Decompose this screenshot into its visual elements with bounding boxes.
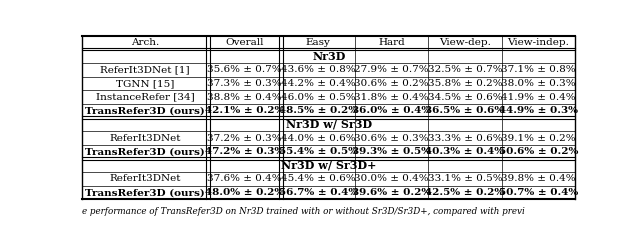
Text: 37.1% ± 0.8%: 37.1% ± 0.8% [501, 65, 575, 74]
Text: Hard: Hard [378, 38, 405, 47]
Text: View-indep.: View-indep. [508, 38, 569, 47]
Text: 46.0% ± 0.5%: 46.0% ± 0.5% [281, 93, 355, 102]
Text: 35.8% ± 0.2%: 35.8% ± 0.2% [428, 79, 502, 88]
Text: TransRefer3D (ours): TransRefer3D (ours) [85, 188, 205, 197]
Text: 33.1% ± 0.5%: 33.1% ± 0.5% [428, 174, 502, 183]
Text: 48.0% ± 0.2%: 48.0% ± 0.2% [205, 188, 284, 197]
Text: 27.9% ± 0.7%: 27.9% ± 0.7% [354, 65, 429, 74]
Text: 39.8% ± 0.4%: 39.8% ± 0.4% [501, 174, 575, 183]
Text: 32.5% ± 0.7%: 32.5% ± 0.7% [428, 65, 502, 74]
Text: 30.6% ± 0.2%: 30.6% ± 0.2% [354, 79, 429, 88]
Text: Nr3D w/ Sr3D+: Nr3D w/ Sr3D+ [281, 160, 376, 171]
Text: TransRefer3D (ours): TransRefer3D (ours) [85, 106, 205, 115]
Text: 37.3% ± 0.3%: 37.3% ± 0.3% [207, 79, 282, 88]
Text: View-dep.: View-dep. [439, 38, 491, 47]
Text: 40.3% ± 0.4%: 40.3% ± 0.4% [426, 147, 504, 156]
Text: 36.5% ± 0.6%: 36.5% ± 0.6% [426, 106, 504, 115]
Text: InstanceRefer [34]: InstanceRefer [34] [96, 93, 195, 102]
Text: 50.6% ± 0.2%: 50.6% ± 0.2% [499, 147, 578, 156]
Text: 39.6% ± 0.2%: 39.6% ± 0.2% [352, 188, 431, 197]
Text: 37.2% ± 0.3%: 37.2% ± 0.3% [207, 134, 282, 143]
Text: 39.1% ± 0.2%: 39.1% ± 0.2% [501, 134, 575, 143]
Text: Overall: Overall [225, 38, 264, 47]
Text: 44.0% ± 0.6%: 44.0% ± 0.6% [281, 134, 355, 143]
Text: 56.7% ± 0.4%: 56.7% ± 0.4% [278, 188, 358, 197]
Text: 48.5% ± 0.2%: 48.5% ± 0.2% [278, 106, 358, 115]
Text: 30.0% ± 0.4%: 30.0% ± 0.4% [354, 174, 429, 183]
Text: ReferIt3DNet [1]: ReferIt3DNet [1] [100, 65, 190, 74]
Text: 33.3% ± 0.6%: 33.3% ± 0.6% [428, 134, 502, 143]
Text: 36.0% ± 0.4%: 36.0% ± 0.4% [352, 106, 431, 115]
Text: 45.4% ± 0.6%: 45.4% ± 0.6% [281, 174, 355, 183]
Text: 39.3% ± 0.5%: 39.3% ± 0.5% [352, 147, 431, 156]
Text: TGNN [15]: TGNN [15] [116, 79, 175, 88]
Text: 42.1% ± 0.2%: 42.1% ± 0.2% [205, 106, 284, 115]
Text: 35.6% ± 0.7%: 35.6% ± 0.7% [207, 65, 282, 74]
Text: 38.0% ± 0.3%: 38.0% ± 0.3% [501, 79, 575, 88]
Text: Nr3D w/ Sr3D: Nr3D w/ Sr3D [285, 119, 372, 130]
Text: 31.8% ± 0.4%: 31.8% ± 0.4% [354, 93, 429, 102]
Text: 34.5% ± 0.6%: 34.5% ± 0.6% [428, 93, 502, 102]
Text: 42.5% ± 0.2%: 42.5% ± 0.2% [426, 188, 504, 197]
Text: 38.8% ± 0.4%: 38.8% ± 0.4% [207, 93, 282, 102]
Text: 44.9% ± 0.3%: 44.9% ± 0.3% [499, 106, 578, 115]
Text: 41.9% ± 0.4%: 41.9% ± 0.4% [501, 93, 575, 102]
Text: 30.6% ± 0.3%: 30.6% ± 0.3% [354, 134, 429, 143]
Text: Arch.: Arch. [131, 38, 159, 47]
Text: Nr3D: Nr3D [312, 51, 346, 62]
Text: 55.4% ± 0.5%: 55.4% ± 0.5% [278, 147, 358, 156]
Text: ReferIt3DNet: ReferIt3DNet [109, 174, 181, 183]
Text: TransRefer3D (ours): TransRefer3D (ours) [85, 147, 205, 156]
Text: 47.2% ± 0.3%: 47.2% ± 0.3% [205, 147, 284, 156]
Text: 44.2% ± 0.4%: 44.2% ± 0.4% [281, 79, 355, 88]
Text: Easy: Easy [306, 38, 331, 47]
Text: ReferIt3DNet: ReferIt3DNet [109, 134, 181, 143]
Text: 50.7% ± 0.4%: 50.7% ± 0.4% [499, 188, 578, 197]
Text: e performance of TransRefer3D on Nr3D trained with or without Sr3D/Sr3D+, compar: e performance of TransRefer3D on Nr3D tr… [83, 207, 525, 216]
Text: 43.6% ± 0.8%: 43.6% ± 0.8% [281, 65, 355, 74]
Text: 37.6% ± 0.4%: 37.6% ± 0.4% [207, 174, 282, 183]
